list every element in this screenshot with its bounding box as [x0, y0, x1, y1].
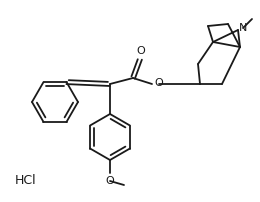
Text: HCl: HCl: [15, 174, 37, 186]
Text: O: O: [136, 46, 145, 56]
Text: N: N: [239, 23, 247, 33]
Text: O: O: [106, 176, 114, 186]
Text: O: O: [154, 78, 163, 88]
